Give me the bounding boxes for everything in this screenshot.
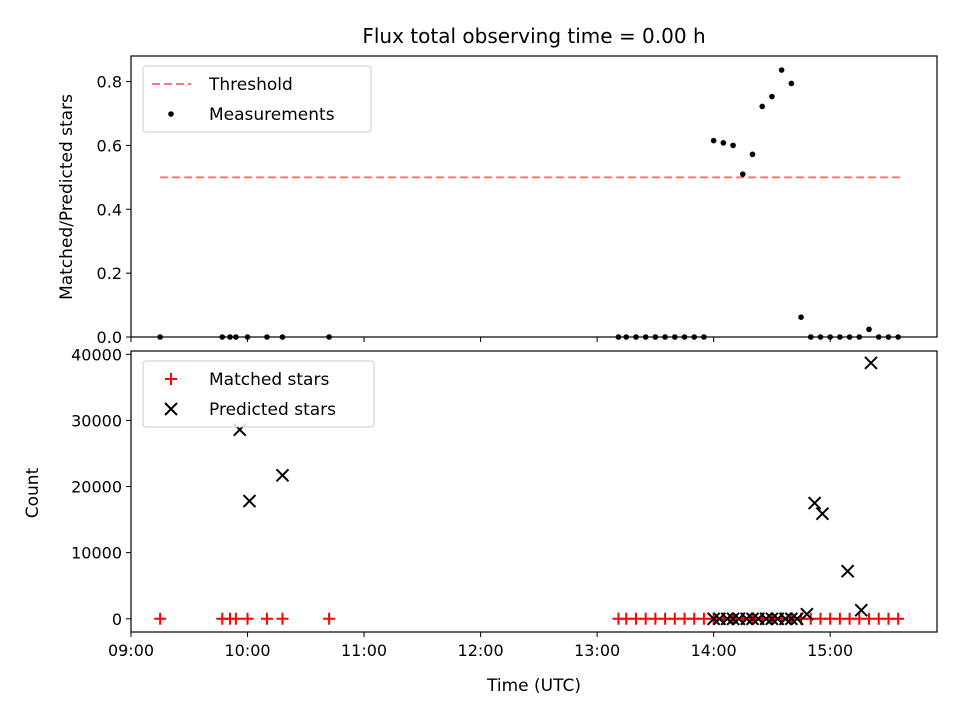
bottom-ytick-label: 10000 [71, 544, 122, 563]
bottom-xtick-label: 15:00 [807, 641, 853, 660]
bottom-xtick-label: 14:00 [691, 641, 737, 660]
bottom-ytick-label: 40000 [71, 345, 122, 364]
bottom-predicted-point [778, 612, 793, 626]
top-measurement-point [720, 140, 727, 146]
top-ytick-label: 0.6 [97, 136, 122, 155]
bottom-predicted-point [759, 612, 773, 626]
top-measurement-point [788, 80, 795, 87]
bottom-xtick-label: 11:00 [341, 641, 387, 660]
top-legend-measurement-swatch [168, 111, 174, 117]
top-measurement-point [866, 326, 872, 333]
bottom-matched-point [229, 612, 242, 625]
bottom-legend-matched-swatch [165, 373, 177, 385]
top-chart-plot: 0.0 0.2 0.4 0.6 0.8 Threshold Measurements [97, 55, 938, 347]
bottom-ytick-label: 0 [112, 610, 122, 629]
bottom-axes-frame [130, 350, 938, 633]
bottom-predicted-point [790, 612, 804, 626]
top-measurement-point [798, 314, 804, 321]
bottom-predicted-point [275, 468, 290, 483]
bottom-xtick-label: 13:00 [574, 641, 620, 660]
top-measurement-point [778, 67, 785, 73]
bottom-predicted-point [242, 494, 257, 508]
top-axes-frame [130, 55, 938, 338]
bottom-xtick-label: 10:00 [224, 641, 270, 660]
bottom-predicted-point [765, 612, 779, 626]
top-ytick-label: 0.2 [97, 264, 122, 283]
bottom-ytick-label: 20000 [71, 478, 122, 497]
bottom-legend-box [142, 360, 375, 428]
top-legend-box [142, 65, 372, 133]
bottom-predicted-point [800, 607, 814, 621]
top-chart-ylabel: Matched/Predicted stars [57, 94, 77, 300]
bottom-predicted-point [854, 603, 868, 617]
bottom-legend-label: Matched stars [209, 370, 329, 390]
bottom-chart-xlabel: Time (UTC) [486, 676, 581, 696]
bottom-predicted-point [815, 506, 830, 521]
top-measurement-point [749, 151, 756, 158]
top-legend-label: Measurements [209, 105, 335, 125]
bottom-legend-label: Predicted stars [209, 400, 336, 420]
bottom-predicted-point [706, 612, 721, 626]
bottom-matched-point [241, 612, 254, 625]
top-legend-label: Threshold [208, 75, 293, 95]
bottom-chart-plot: 09:00 10:00 11:00 12:00 13:00 14:00 15:00 0 1000… [71, 345, 938, 660]
bottom-predicted-point [726, 612, 740, 626]
bottom-matched-point [892, 612, 905, 625]
bottom-legend-predicted-swatch [164, 402, 178, 416]
top-ytick-label: 0.4 [97, 200, 122, 219]
bottom-predicted-point [784, 612, 799, 626]
bottom-matched-point [154, 612, 167, 625]
bottom-predicted-point [739, 612, 754, 626]
bottom-chart-ylabel: Count [23, 467, 43, 518]
top-measurement-point [759, 103, 766, 110]
top-measurement-point [769, 93, 775, 100]
bottom-predicted-point [807, 496, 822, 510]
bottom-predicted-point [864, 356, 878, 370]
bottom-matched-point [260, 612, 273, 625]
bottom-predicted-point [840, 564, 855, 578]
top-measurement-point [730, 142, 736, 149]
top-measurement-point [739, 171, 746, 177]
bottom-predicted-point [720, 612, 734, 626]
bottom-xtick-label: 12:00 [458, 641, 504, 660]
bottom-predicted-point [745, 612, 760, 626]
top-ytick-label: 0.0 [97, 328, 122, 347]
bottom-xtick-label: 09:00 [108, 641, 154, 660]
bottom-ytick-label: 30000 [71, 411, 122, 430]
bottom-matched-point [323, 612, 336, 625]
bottom-matched-point [276, 612, 289, 625]
top-measurement-point [710, 137, 717, 144]
top-chart-title: Flux total observing time = 0.00 h [362, 24, 705, 48]
top-ytick-label: 0.8 [97, 73, 122, 92]
